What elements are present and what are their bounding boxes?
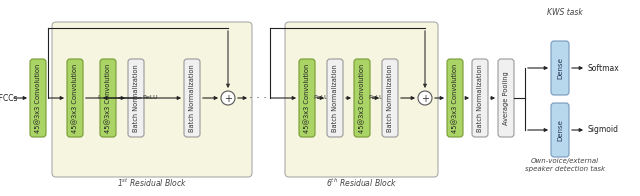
FancyBboxPatch shape	[472, 59, 488, 137]
Text: MFCCs: MFCCs	[0, 93, 18, 103]
Text: Own-voice/external
speaker detection task: Own-voice/external speaker detection tas…	[525, 158, 605, 172]
Text: ReLU: ReLU	[313, 94, 329, 100]
Text: ReLU: ReLU	[368, 94, 384, 100]
Text: 45@3x3 Convolution: 45@3x3 Convolution	[72, 63, 78, 133]
FancyBboxPatch shape	[67, 59, 83, 137]
FancyBboxPatch shape	[447, 59, 463, 137]
Text: Softmax: Softmax	[588, 64, 620, 73]
Text: Batch Normalization: Batch Normalization	[133, 64, 139, 132]
FancyBboxPatch shape	[100, 59, 116, 137]
FancyBboxPatch shape	[551, 41, 569, 95]
Text: 45@3x3 Convolution: 45@3x3 Convolution	[35, 63, 41, 133]
Text: ReLU: ReLU	[98, 94, 113, 100]
Text: 45@3x3 Convolution: 45@3x3 Convolution	[359, 63, 365, 133]
Circle shape	[418, 91, 432, 105]
Text: Batch Normalization: Batch Normalization	[189, 64, 195, 132]
Text: Sigmoid: Sigmoid	[588, 125, 619, 134]
Text: +: +	[224, 93, 232, 103]
Text: 1$^{st}$ Residual Block: 1$^{st}$ Residual Block	[117, 177, 187, 189]
FancyBboxPatch shape	[354, 59, 370, 137]
FancyBboxPatch shape	[52, 22, 252, 177]
FancyBboxPatch shape	[128, 59, 144, 137]
FancyBboxPatch shape	[327, 59, 343, 137]
Text: Average Pooling: Average Pooling	[503, 71, 509, 125]
FancyBboxPatch shape	[551, 103, 569, 157]
Text: 45@3x3 Convolution: 45@3x3 Convolution	[452, 63, 458, 133]
Text: 45@3x3 Convolution: 45@3x3 Convolution	[105, 63, 111, 133]
FancyBboxPatch shape	[498, 59, 514, 137]
Text: 45@3x3 Convolution: 45@3x3 Convolution	[304, 63, 310, 133]
FancyBboxPatch shape	[382, 59, 398, 137]
Text: Dense: Dense	[557, 57, 563, 79]
Text: Batch Normalization: Batch Normalization	[332, 64, 338, 132]
FancyBboxPatch shape	[30, 59, 46, 137]
Text: Batch Normalization: Batch Normalization	[477, 64, 483, 132]
FancyBboxPatch shape	[285, 22, 438, 177]
FancyBboxPatch shape	[299, 59, 315, 137]
FancyBboxPatch shape	[184, 59, 200, 137]
Text: +: +	[421, 93, 429, 103]
Text: Batch Normalization: Batch Normalization	[387, 64, 393, 132]
Text: KWS task: KWS task	[547, 8, 583, 17]
Text: Dense: Dense	[557, 119, 563, 141]
Text: 6$^{th}$ Residual Block: 6$^{th}$ Residual Block	[326, 177, 397, 189]
Text: ReLU: ReLU	[142, 94, 158, 100]
Text: · · ·: · · ·	[249, 93, 267, 103]
Circle shape	[221, 91, 235, 105]
